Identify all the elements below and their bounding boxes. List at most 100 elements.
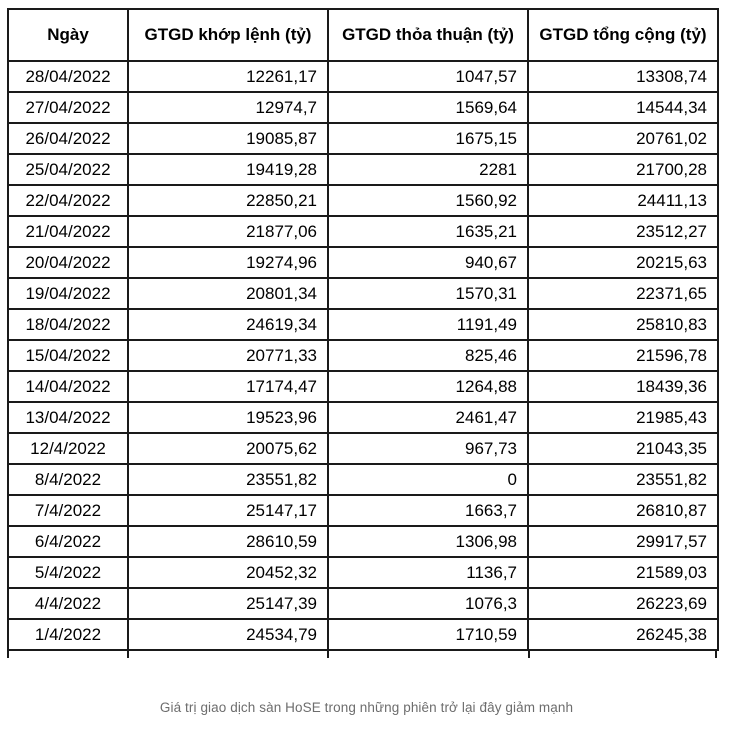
table-row: 20/04/2022 19274,96 940,67 20215,63 [7,246,719,279]
value-cell: 28610,59 [127,525,329,558]
table-row: 21/04/2022 21877,06 1635,21 23512,27 [7,215,719,248]
table-row: 22/04/2022 22850,21 1560,92 24411,13 [7,184,719,217]
value-cell: 21877,06 [127,215,329,248]
value-cell: 12974,7 [127,91,329,124]
value-cell: 24619,34 [127,308,329,341]
value-cell: 22850,21 [127,184,329,217]
value-cell: 1635,21 [327,215,529,248]
date-cell: 8/4/2022 [7,463,129,496]
column-header-gtgd-khop-lenh: GTGD khớp lệnh (tỷ) [127,8,329,62]
table-row: 28/04/2022 12261,17 1047,57 13308,74 [7,60,719,93]
value-cell: 1047,57 [327,60,529,93]
value-cell: 1306,98 [327,525,529,558]
value-cell: 26223,69 [527,587,719,620]
value-cell: 2281 [327,153,529,186]
value-cell: 1570,31 [327,277,529,310]
table-row: 12/4/2022 20075,62 967,73 21043,35 [7,432,719,465]
table-row: 18/04/2022 24619,34 1191,49 25810,83 [7,308,719,341]
value-cell: 0 [327,463,529,496]
value-cell: 1569,64 [327,91,529,124]
value-cell: 19523,96 [127,401,329,434]
value-cell: 17174,47 [127,370,329,403]
value-cell: 23551,82 [127,463,329,496]
value-cell: 25147,39 [127,587,329,620]
value-cell: 22371,65 [527,277,719,310]
value-cell: 20771,33 [127,339,329,372]
table-row: 27/04/2022 12974,7 1569,64 14544,34 [7,91,719,124]
table-caption: Giá trị giao dịch sàn HoSE trong những p… [159,700,574,715]
date-cell: 13/04/2022 [7,401,129,434]
value-cell: 19085,87 [127,122,329,155]
value-cell: 21043,35 [527,432,719,465]
value-cell: 21589,03 [527,556,719,589]
value-cell: 967,73 [327,432,529,465]
value-cell: 20452,32 [127,556,329,589]
table-body: 28/04/2022 12261,17 1047,57 13308,74 27/04/2… [7,60,719,651]
value-cell: 23551,82 [527,463,719,496]
date-cell: 1/4/2022 [7,618,129,651]
date-cell: 22/04/2022 [7,184,129,217]
table-row: 19/04/2022 20801,34 1570,31 22371,65 [7,277,719,310]
table-row: 14/04/2022 17174,47 1264,88 18439,36 [7,370,719,403]
table-wrap: Ngày GTGD khớp lệnh (tỷ) GTGD thỏa thuận… [7,8,719,658]
value-cell: 24534,79 [127,618,329,651]
value-cell: 13308,74 [527,60,719,93]
column-header-gtgd-thoa-thuan: GTGD thỏa thuận (tỷ) [327,8,529,62]
value-cell: 26810,87 [527,494,719,527]
date-cell: 27/04/2022 [7,91,129,124]
date-cell: 26/04/2022 [7,122,129,155]
value-cell: 21596,78 [527,339,719,372]
stub-col1-divider [127,651,129,658]
value-cell: 21985,43 [527,401,719,434]
date-cell: 12/4/2022 [7,432,129,465]
column-header-gtgd-tong-cong: GTGD tổng cộng (tỷ) [527,8,719,62]
value-cell: 1710,59 [327,618,529,651]
value-cell: 1136,7 [327,556,529,589]
value-cell: 29917,57 [527,525,719,558]
date-cell: 28/04/2022 [7,60,129,93]
date-cell: 21/04/2022 [7,215,129,248]
hose-trading-table: Ngày GTGD khớp lệnh (tỷ) GTGD thỏa thuận… [7,8,719,651]
table-row: 5/4/2022 20452,32 1136,7 21589,03 [7,556,719,589]
stub-col3-divider [528,651,530,658]
value-cell: 25810,83 [527,308,719,341]
date-cell: 15/04/2022 [7,339,129,372]
value-cell: 1560,92 [327,184,529,217]
value-cell: 20761,02 [527,122,719,155]
table-row: 8/4/2022 23551,82 0 23551,82 [7,463,719,496]
date-cell: 18/04/2022 [7,308,129,341]
table-row: 15/04/2022 20771,33 825,46 21596,78 [7,339,719,372]
header-row: Ngày GTGD khớp lệnh (tỷ) GTGD thỏa thuận… [7,8,719,62]
value-cell: 825,46 [327,339,529,372]
cropped-row-border-stubs [7,651,719,658]
stub-right-border [715,651,717,658]
table-row: 4/4/2022 25147,39 1076,3 26223,69 [7,587,719,620]
date-cell: 14/04/2022 [7,370,129,403]
value-cell: 2461,47 [327,401,529,434]
table-row: 25/04/2022 19419,28 2281 21700,28 [7,153,719,186]
value-cell: 19419,28 [127,153,329,186]
value-cell: 20801,34 [127,277,329,310]
value-cell: 21700,28 [527,153,719,186]
value-cell: 19274,96 [127,246,329,279]
stub-left-border [7,651,9,658]
value-cell: 1663,7 [327,494,529,527]
stub-col2-divider [327,651,329,658]
value-cell: 1191,49 [327,308,529,341]
value-cell: 26245,38 [527,618,719,651]
value-cell: 25147,17 [127,494,329,527]
value-cell: 14544,34 [527,91,719,124]
value-cell: 20215,63 [527,246,719,279]
value-cell: 20075,62 [127,432,329,465]
value-cell: 1076,3 [327,587,529,620]
date-cell: 5/4/2022 [7,556,129,589]
value-cell: 12261,17 [127,60,329,93]
date-cell: 25/04/2022 [7,153,129,186]
table-row: 1/4/2022 24534,79 1710,59 26245,38 [7,618,719,651]
table-row: 26/04/2022 19085,87 1675,15 20761,02 [7,122,719,155]
date-cell: 20/04/2022 [7,246,129,279]
value-cell: 18439,36 [527,370,719,403]
value-cell: 940,67 [327,246,529,279]
table-header: Ngày GTGD khớp lệnh (tỷ) GTGD thỏa thuận… [7,8,719,62]
